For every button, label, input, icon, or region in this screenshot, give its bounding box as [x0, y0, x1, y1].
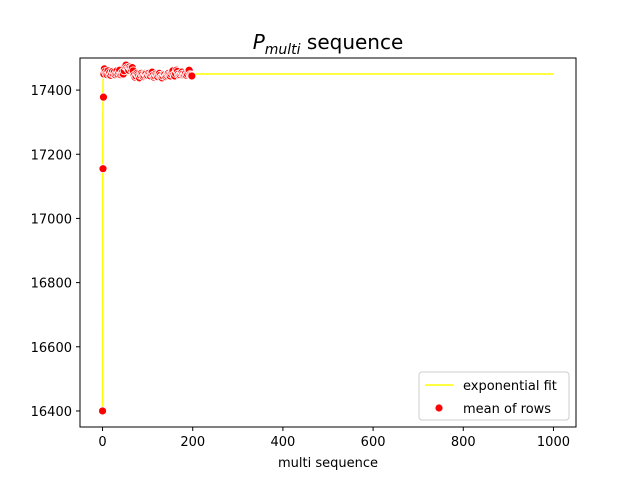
- y-tick-label: 16600: [31, 341, 72, 356]
- legend-entry-label: exponential fit: [463, 379, 557, 394]
- x-tick-label: 200: [180, 435, 205, 450]
- x-tick-label: 400: [270, 435, 295, 450]
- legend-marker-swatch: [434, 403, 444, 413]
- legend-entry-label: mean of rows: [463, 402, 551, 417]
- legend-box: [418, 371, 570, 421]
- chart-title: Pmulti sequence: [253, 30, 404, 58]
- x-axis: 0 200 400 600 800 1000: [98, 427, 570, 450]
- x-tick-label: 0: [98, 435, 106, 450]
- x-tick-label: 600: [361, 435, 386, 450]
- y-tick-label: 17200: [31, 148, 72, 163]
- y-tick-label: 16400: [31, 405, 72, 420]
- x-axis-label: multi sequence: [278, 456, 378, 471]
- x-tick-label: 1000: [537, 435, 570, 450]
- plot-data-layer: [98, 60, 554, 416]
- y-tick-label: 17400: [31, 84, 72, 99]
- x-tick-label: 800: [451, 435, 476, 450]
- plot-frame: [79, 57, 577, 428]
- y-tick-label: 16800: [31, 277, 72, 292]
- data-point: [187, 71, 197, 81]
- fit-line: [101, 73, 554, 411]
- data-point: [98, 406, 107, 416]
- chart-legend: exponential fit mean of rows: [418, 371, 570, 421]
- data-point: [99, 92, 108, 102]
- data-point: [98, 164, 108, 174]
- y-axis: 16400 16600 16800 17000 17200 17400: [31, 84, 80, 420]
- y-tick-label: 17000: [31, 212, 72, 227]
